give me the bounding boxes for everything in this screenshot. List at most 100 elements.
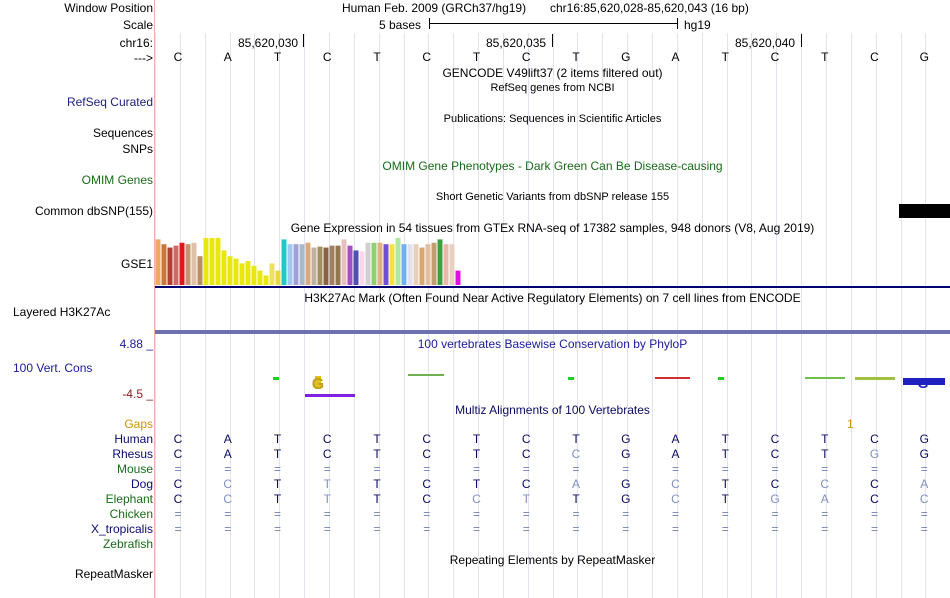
grid-line	[751, 33, 752, 598]
gtex-tissue-bar[interactable]	[353, 250, 359, 285]
gtex-tissue-bar[interactable]	[377, 242, 383, 285]
dna-base: C	[173, 50, 183, 64]
snps-track-label[interactable]: SNPs	[122, 142, 153, 156]
gtex-tissue-bar[interactable]	[227, 256, 233, 285]
grid-line	[876, 33, 877, 598]
gtex-tissue-bar[interactable]	[383, 244, 389, 285]
gtex-tissue-bar[interactable]	[449, 244, 455, 285]
gtex-bar-graph[interactable]	[155, 236, 950, 290]
gtex-tissue-bar[interactable]	[245, 261, 251, 285]
alignment-base: A	[820, 492, 829, 506]
alignment-base: C	[173, 432, 183, 446]
gtex-tissue-bar[interactable]	[395, 237, 401, 285]
gtex-tissue-bar[interactable]	[347, 245, 353, 285]
gtex-tissue-bar[interactable]	[455, 270, 461, 285]
gtex-tissue-bar[interactable]	[251, 265, 257, 285]
gtex-tissue-bar[interactable]	[437, 239, 443, 285]
alignment-base: =	[224, 507, 232, 521]
gtex-tissue-bar[interactable]	[305, 242, 311, 285]
grid-line	[404, 33, 405, 598]
gtex-tissue-bar[interactable]	[317, 246, 323, 285]
gtex-tissue-bar[interactable]	[323, 247, 329, 285]
gencode-track-title[interactable]: GENCODE V49lift37 (2 items filtered out)	[442, 66, 663, 80]
alignment-base: C	[521, 477, 531, 491]
gtex-tissue-bar[interactable]	[221, 250, 227, 285]
refseq-track-label[interactable]: RefSeq Curated	[66, 95, 153, 109]
gtex-tissue-bar[interactable]	[293, 244, 299, 285]
alignment-base: C	[173, 477, 183, 491]
gtex-tissue-bar[interactable]	[371, 242, 377, 285]
gtex-tissue-bar[interactable]	[263, 275, 269, 285]
gtex-tissue-bar[interactable]	[431, 242, 437, 285]
gtex-tissue-bar[interactable]	[407, 244, 413, 285]
phylop-track-title[interactable]: 100 vertebrates Basewise Conservation by…	[417, 337, 688, 351]
gtex-tissue-bar[interactable]	[275, 270, 281, 285]
alignment-base: T	[472, 447, 481, 461]
gtex-tissue-bar[interactable]	[341, 239, 347, 285]
assembly-db-text: hg19	[684, 18, 711, 32]
alignment-base: G	[621, 477, 631, 491]
gtex-tissue-bar[interactable]	[281, 239, 287, 285]
species-label[interactable]: X_tropicalis	[90, 522, 153, 536]
h3k27ac-signal-band[interactable]	[155, 330, 950, 334]
omim-track-label[interactable]: OMIM Genes	[81, 173, 153, 187]
species-label[interactable]: Mouse	[116, 462, 153, 476]
gtex-tissue-bar[interactable]	[155, 239, 161, 285]
gtex-tissue-bar[interactable]	[239, 263, 245, 285]
omim-track-title[interactable]: OMIM Gene Phenotypes - Dark Green Can Be…	[382, 159, 723, 173]
gtex-tissue-bar[interactable]	[413, 244, 419, 285]
gtex-tissue-bar[interactable]	[329, 245, 335, 285]
alignment-base: G	[621, 432, 631, 446]
gtex-tissue-bar[interactable]	[209, 237, 215, 285]
gtex-tissue-bar[interactable]	[365, 242, 371, 285]
dna-base: T	[821, 50, 829, 64]
species-label[interactable]: Human	[114, 432, 153, 446]
gtex-tissue-bar[interactable]	[425, 244, 431, 285]
grid-line	[329, 33, 330, 598]
dbsnp-variant-block[interactable]	[899, 204, 950, 218]
species-label[interactable]: Zebrafish	[102, 537, 153, 551]
dbsnp-track-label[interactable]: Common dbSNP(155)	[34, 204, 153, 218]
gtex-tissue-bar[interactable]	[185, 244, 191, 285]
gtex-tissue-bar[interactable]	[359, 251, 365, 285]
multiz-track-title[interactable]: Multiz Alignments of 100 Vertebrates	[455, 403, 650, 417]
gtex-tissue-bar[interactable]	[287, 244, 293, 285]
gtex-tissue-bar[interactable]	[197, 256, 203, 285]
track-data-area[interactable]: Human Feb. 2009 (GRCh37/hg19) chr16:85,6…	[155, 0, 950, 598]
repeatmasker-track-label[interactable]: RepeatMasker	[74, 567, 153, 581]
gtex-tissue-bar[interactable]	[167, 247, 173, 285]
gtex-tissue-bar[interactable]	[257, 270, 263, 285]
gtex-tissue-bar[interactable]	[389, 244, 395, 285]
gtex-track-title[interactable]: Gene Expression in 54 tissues from GTEx …	[290, 221, 815, 235]
gtex-tissue-bar[interactable]	[269, 263, 275, 285]
grid-line	[925, 33, 926, 598]
gtex-tissue-bar[interactable]	[299, 244, 305, 285]
gtex-tissue-bar[interactable]	[401, 244, 407, 285]
gtex-tissue-bar[interactable]	[215, 237, 221, 285]
gtex-track-label[interactable]: GSE1	[120, 257, 153, 271]
phylop-signal-graph[interactable]: G G	[155, 350, 950, 405]
h3k27ac-track-title[interactable]: H3K27Ac Mark (Often Found Near Active Re…	[304, 291, 801, 305]
species-label[interactable]: Rhesus	[112, 447, 153, 461]
gtex-tissue-bar[interactable]	[335, 245, 341, 285]
h3k27ac-track-label[interactable]: Layered H3K27Ac	[13, 305, 111, 319]
species-label[interactable]: Elephant	[105, 492, 153, 506]
species-label[interactable]: Dog	[130, 477, 153, 491]
gtex-tissue-bar[interactable]	[311, 247, 317, 285]
gtex-tissue-bar[interactable]	[191, 242, 197, 285]
gtex-tissue-bar[interactable]	[161, 244, 167, 285]
conservation-track-label[interactable]: 100 Vert. Cons	[13, 361, 93, 375]
gtex-tissue-bar[interactable]	[419, 247, 425, 285]
species-label[interactable]: Chicken	[109, 507, 153, 521]
gtex-tissue-bar[interactable]	[233, 258, 239, 285]
gtex-tissue-bar[interactable]	[443, 244, 449, 285]
strand-label[interactable]: --->	[134, 51, 153, 65]
gtex-tissue-bar[interactable]	[203, 237, 209, 285]
repeatmasker-track-title[interactable]: Repeating Elements by RepeatMasker	[449, 553, 656, 567]
gtex-tissue-bar[interactable]	[173, 245, 179, 285]
gaps-track-label[interactable]: Gaps	[124, 417, 153, 431]
alignment-base: G	[621, 447, 631, 461]
gtex-tissue-bar[interactable]	[179, 242, 185, 285]
sequences-track-label[interactable]: Sequences	[92, 126, 153, 140]
